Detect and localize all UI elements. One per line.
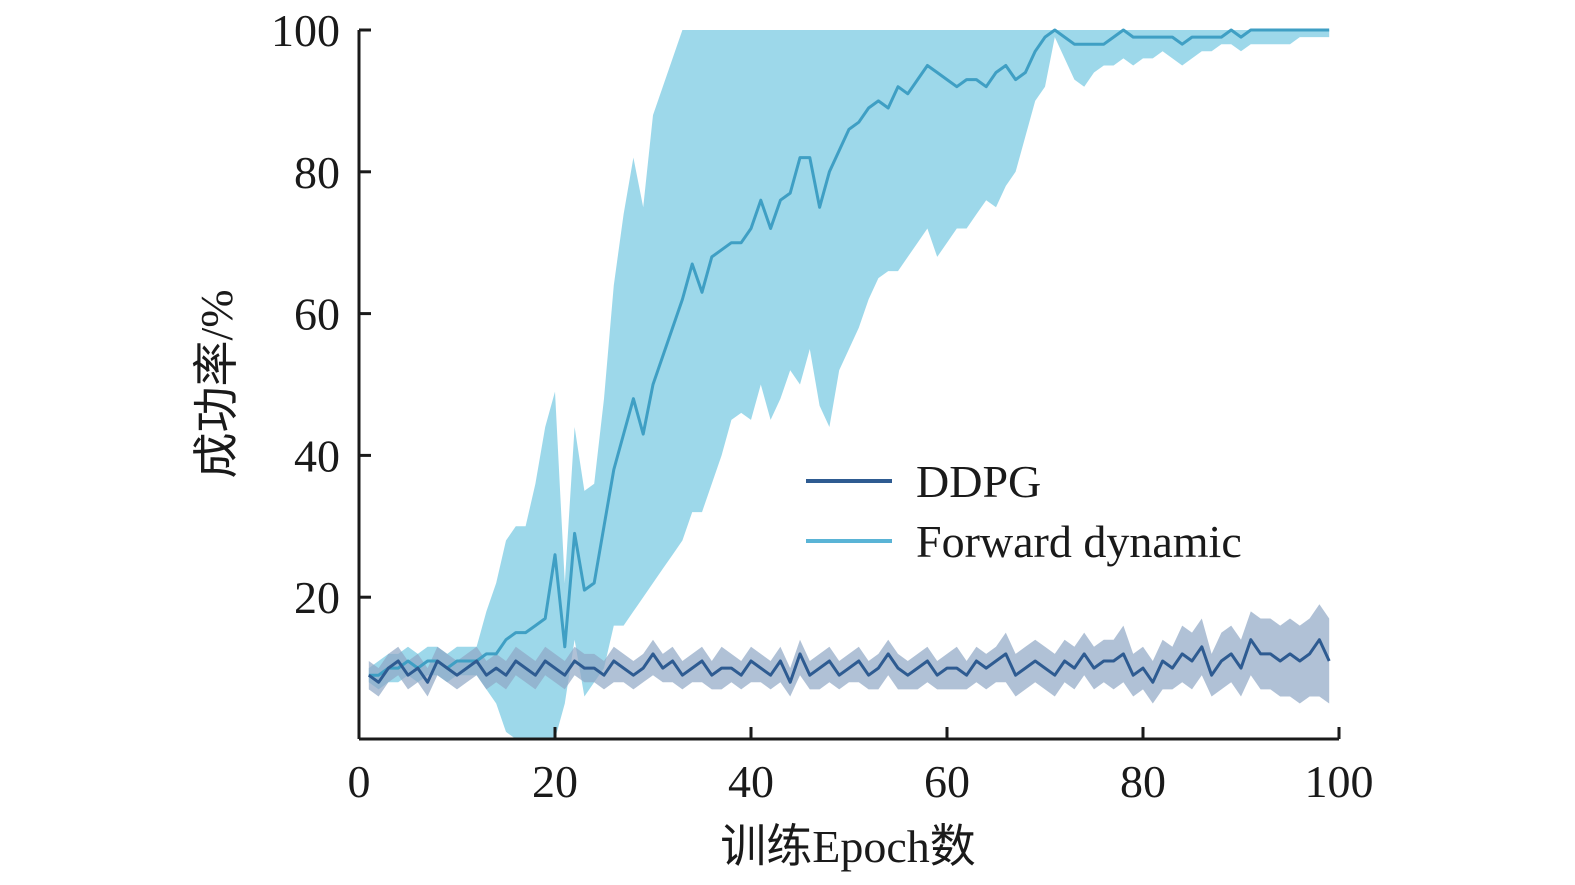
x-ticks: 0 20 40 60 80 100 bbox=[348, 727, 1374, 807]
y-tick-label: 80 bbox=[294, 147, 340, 198]
y-tick-label: 100 bbox=[271, 5, 340, 56]
y-tick-label: 20 bbox=[294, 572, 340, 623]
y-ticks: 20 40 60 80 100 bbox=[271, 5, 371, 623]
x-tick-label: 40 bbox=[728, 756, 774, 807]
x-tick-label: 80 bbox=[1120, 756, 1166, 807]
legend-label: DDPG bbox=[916, 456, 1041, 507]
legend: DDPG Forward dynamic bbox=[806, 456, 1242, 567]
x-tick-label: 0 bbox=[348, 756, 371, 807]
y-tick-label: 40 bbox=[294, 430, 340, 481]
band-ddpg bbox=[368, 604, 1330, 704]
band-forward-dynamic bbox=[368, 30, 1330, 739]
series-lines bbox=[367, 28, 1331, 684]
x-tick-label: 100 bbox=[1305, 756, 1374, 807]
line-ddpg bbox=[367, 638, 1331, 684]
axes bbox=[357, 30, 1339, 741]
y-tick-label: 60 bbox=[294, 289, 340, 340]
line-forward-dynamic bbox=[368, 28, 1330, 677]
x-tick-label: 60 bbox=[924, 756, 970, 807]
confidence-bands bbox=[368, 30, 1330, 739]
legend-label: Forward dynamic bbox=[916, 516, 1242, 567]
x-axis-label: 训练Epoch数 bbox=[720, 821, 976, 872]
y-axis-label: 成功率/% bbox=[191, 289, 242, 478]
x-tick-label: 20 bbox=[532, 756, 578, 807]
